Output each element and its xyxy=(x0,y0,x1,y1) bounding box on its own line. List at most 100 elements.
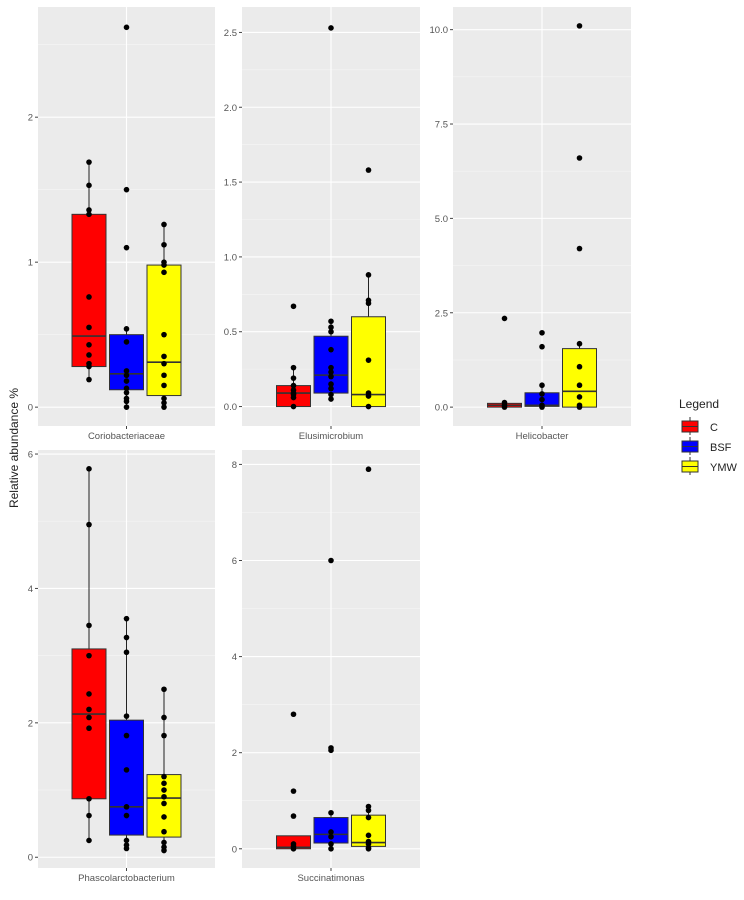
y-tick-label: 1.0 xyxy=(224,252,237,263)
box-bsf xyxy=(524,329,560,410)
data-point xyxy=(86,363,92,370)
data-point xyxy=(290,303,297,310)
data-point xyxy=(501,404,508,410)
y-tick-label: 0.5 xyxy=(224,327,237,338)
legend-item-ymw: YMW xyxy=(681,457,738,475)
y-tick-label: 2 xyxy=(28,113,33,124)
box-c xyxy=(487,315,522,410)
data-point xyxy=(576,340,583,347)
data-point xyxy=(161,400,167,406)
data-point xyxy=(86,795,92,802)
data-point xyxy=(123,767,130,773)
data-point xyxy=(290,394,297,401)
data-point xyxy=(328,829,334,835)
box-ymw xyxy=(562,23,597,410)
data-point xyxy=(328,841,334,847)
data-point xyxy=(365,272,372,278)
legend: Legend C BSF YMW xyxy=(679,397,738,475)
data-point xyxy=(161,262,167,268)
facet-label: Helicobacter xyxy=(516,431,569,442)
data-point xyxy=(161,714,167,721)
data-point xyxy=(161,787,167,793)
data-point xyxy=(123,634,130,641)
data-point xyxy=(328,557,334,564)
legend-item-c: C xyxy=(681,417,718,435)
data-point xyxy=(123,732,130,739)
data-point xyxy=(86,812,92,819)
box-ymw xyxy=(146,686,182,854)
data-point xyxy=(161,773,167,780)
data-point xyxy=(86,706,92,713)
data-point xyxy=(161,360,167,367)
data-point xyxy=(86,352,92,358)
data-point xyxy=(123,837,130,844)
data-point xyxy=(161,800,167,807)
y-tick-label: 4 xyxy=(28,584,33,595)
data-point xyxy=(123,326,130,332)
box-bsf xyxy=(109,615,144,852)
data-point xyxy=(576,363,583,370)
data-point xyxy=(161,780,167,787)
y-tick-label: 5.0 xyxy=(435,214,448,225)
y-tick-label: 6 xyxy=(28,450,33,461)
box-bsf xyxy=(313,25,349,402)
data-point xyxy=(86,691,92,697)
data-point xyxy=(539,404,545,410)
y-tick-label: 2.0 xyxy=(224,103,237,114)
data-point xyxy=(86,466,92,472)
data-point xyxy=(576,404,583,410)
data-point xyxy=(86,342,92,348)
data-point xyxy=(161,221,167,228)
data-point xyxy=(86,159,92,165)
y-tick-label: 1 xyxy=(28,258,33,269)
box-c xyxy=(71,159,107,383)
data-point xyxy=(123,404,130,410)
data-point xyxy=(86,211,92,218)
data-point xyxy=(123,368,130,374)
facet-panel: 0.0 0.5 1.0 1.5 2.0 2.5 Elusimicrobium xyxy=(224,7,420,442)
data-point xyxy=(161,404,167,410)
data-point xyxy=(123,389,130,396)
y-tick-label: 0.0 xyxy=(224,402,237,413)
y-tick-label: 2 xyxy=(28,718,33,729)
data-point xyxy=(328,845,334,852)
facet-panels: 0 1 2 Coriobacteriaceae 0.0 0.5 1.0 1.5 2.0 2.5 El… xyxy=(28,7,631,884)
data-point xyxy=(86,182,92,189)
data-point xyxy=(161,839,167,846)
data-point xyxy=(290,403,297,410)
facet-label: Elusimicrobium xyxy=(299,431,363,442)
data-point xyxy=(86,294,92,300)
box-ymw xyxy=(351,167,386,410)
data-point xyxy=(290,788,297,794)
data-point xyxy=(365,814,372,821)
data-point xyxy=(576,245,583,252)
y-axis-label: Relative abundance % xyxy=(7,388,21,508)
data-point xyxy=(365,845,372,852)
data-point xyxy=(328,318,334,325)
data-point xyxy=(328,364,334,371)
data-point xyxy=(290,813,297,819)
box-c xyxy=(71,466,107,844)
y-tick-label: 4 xyxy=(232,652,237,663)
data-point xyxy=(328,324,334,331)
data-point xyxy=(539,391,545,397)
box-ymw xyxy=(351,466,386,852)
y-tick-label: 2 xyxy=(232,748,237,759)
data-point xyxy=(365,803,372,810)
data-point xyxy=(328,373,334,380)
legend-label: BSF xyxy=(710,442,732,454)
data-point xyxy=(290,845,297,852)
y-tick-label: 8 xyxy=(232,460,237,471)
facet-label: Succinatimonas xyxy=(297,873,364,884)
data-point xyxy=(123,378,130,384)
data-point xyxy=(86,622,92,629)
data-point xyxy=(328,385,334,392)
box-c xyxy=(276,711,311,852)
data-point xyxy=(86,714,92,721)
data-point xyxy=(161,269,167,276)
legend-label: C xyxy=(710,422,718,434)
data-point xyxy=(161,847,167,854)
y-tick-label: 0 xyxy=(28,403,33,414)
data-point xyxy=(161,353,167,360)
facet-panel: 0 2 4 6 8 Succinatimonas xyxy=(232,450,420,884)
